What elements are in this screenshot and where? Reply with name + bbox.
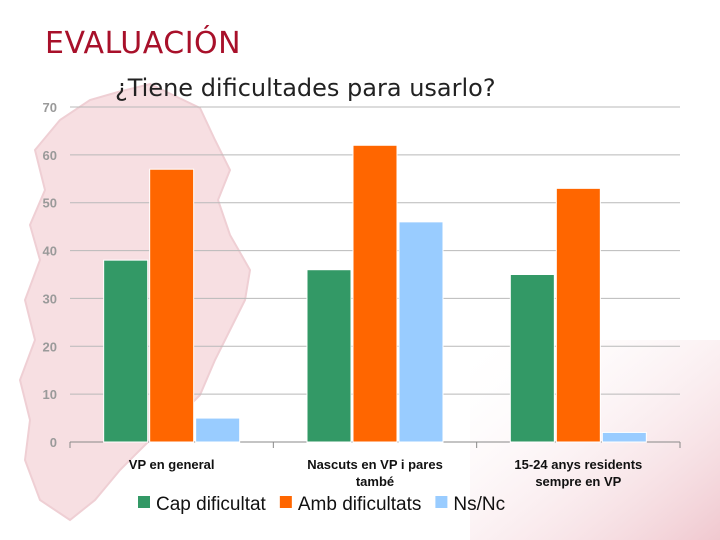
bar bbox=[103, 259, 149, 443]
legend-swatch bbox=[279, 496, 292, 508]
y-tick-label: 0 bbox=[50, 435, 57, 450]
x-category-label: VP en general bbox=[129, 457, 215, 472]
bar bbox=[195, 417, 241, 443]
x-category-label: sempre en VP bbox=[535, 474, 621, 489]
y-tick-label: 30 bbox=[43, 291, 57, 306]
y-tick-label: 10 bbox=[43, 387, 57, 402]
y-tick-label: 60 bbox=[43, 148, 57, 163]
y-tick-label: 40 bbox=[43, 244, 57, 259]
y-tick-label: 50 bbox=[43, 196, 57, 211]
x-category-label: també bbox=[356, 474, 394, 489]
legend-label: Amb dificultats bbox=[298, 494, 422, 515]
legend-label: Ns/Nc bbox=[453, 494, 505, 515]
bar bbox=[398, 221, 444, 443]
legend-swatch bbox=[435, 496, 448, 508]
bar bbox=[306, 269, 352, 443]
bar bbox=[352, 144, 398, 443]
legend-swatch bbox=[138, 496, 150, 508]
x-category-label: Nascuts en VP i pares bbox=[307, 457, 443, 472]
x-category-label: 15-24 anys residents bbox=[514, 457, 642, 472]
y-tick-label: 20 bbox=[43, 339, 57, 354]
bar bbox=[509, 274, 555, 443]
bar bbox=[555, 187, 601, 443]
bar bbox=[601, 431, 647, 443]
slide-title: EVALUACIÓN bbox=[45, 26, 242, 61]
bar bbox=[149, 168, 195, 443]
chart-title: ¿Tiene dificultades para usarlo? bbox=[115, 74, 496, 102]
y-tick-label: 70 bbox=[43, 100, 57, 115]
legend-label: Cap dificultat bbox=[156, 494, 267, 515]
